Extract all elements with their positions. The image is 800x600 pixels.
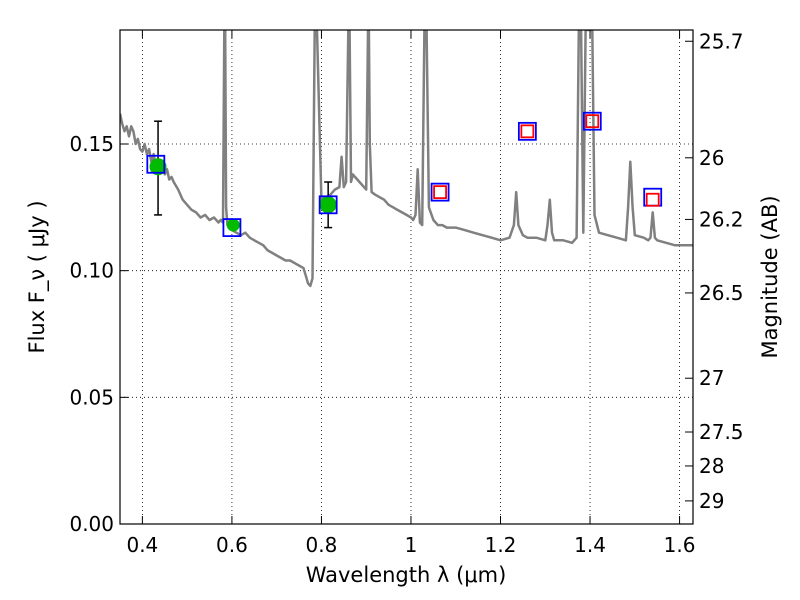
model-flux-square: [582, 111, 602, 131]
x-tick-label: 1.6: [664, 533, 696, 557]
tick-labels: 0.4 0.6 0.8 1 1.2 1.4 1.6 0.00 0.05 0.10 0.15 25.7 2…: [69, 29, 743, 557]
plot-content: [120, 30, 693, 288]
y-tick-label: 0.10: [69, 259, 114, 283]
plot-area: [120, 30, 693, 288]
axis-ticks: [120, 30, 693, 525]
y-tick-label: 0.15: [69, 132, 114, 156]
inner-flux-square: [520, 124, 535, 139]
photometry-point: [319, 196, 337, 214]
x-tick-label: 1: [405, 533, 418, 557]
magnitude-tick-label: 26.5: [699, 281, 744, 305]
x-tick-label: 1.4: [574, 533, 606, 557]
y-axis-label: Flux F_ν ( μJy ): [25, 200, 50, 353]
magnitude-tick-label: 29: [699, 489, 724, 513]
photometry-point: [226, 218, 240, 232]
axes-frame: [119, 29, 694, 525]
model-flux-square: [222, 218, 242, 238]
spectrum-line: [120, 30, 693, 288]
x-tick-label: 1.2: [485, 533, 517, 557]
inner-flux-square: [433, 185, 447, 200]
right-axis-label: Magnitude (AB): [758, 195, 782, 358]
magnitude-tick-label: 27: [699, 366, 724, 390]
x-tick-label: 0.8: [306, 533, 338, 557]
model-flux-square: [430, 182, 450, 202]
x-tick-label: 0.4: [126, 533, 158, 557]
photometry-point: [149, 158, 167, 176]
magnitude-tick-label: 26.2: [699, 207, 744, 231]
magnitude-tick-label: 28: [699, 454, 724, 478]
magnitude-tick-label: 26: [699, 146, 724, 170]
x-axis-label: Wavelength λ (μm): [306, 563, 507, 587]
y-tick-label: 0.00: [69, 512, 114, 536]
magnitude-tick-label: 27.5: [699, 420, 744, 444]
model-flux-square: [146, 154, 166, 174]
model-flux-square: [318, 195, 338, 215]
magnitude-tick-label: 25.7: [699, 29, 744, 53]
x-tick-label: 0.6: [216, 533, 248, 557]
inner-flux-square: [585, 114, 600, 129]
model-flux-square: [517, 121, 537, 141]
inner-flux-square: [645, 192, 660, 207]
y-tick-label: 0.05: [69, 385, 114, 409]
